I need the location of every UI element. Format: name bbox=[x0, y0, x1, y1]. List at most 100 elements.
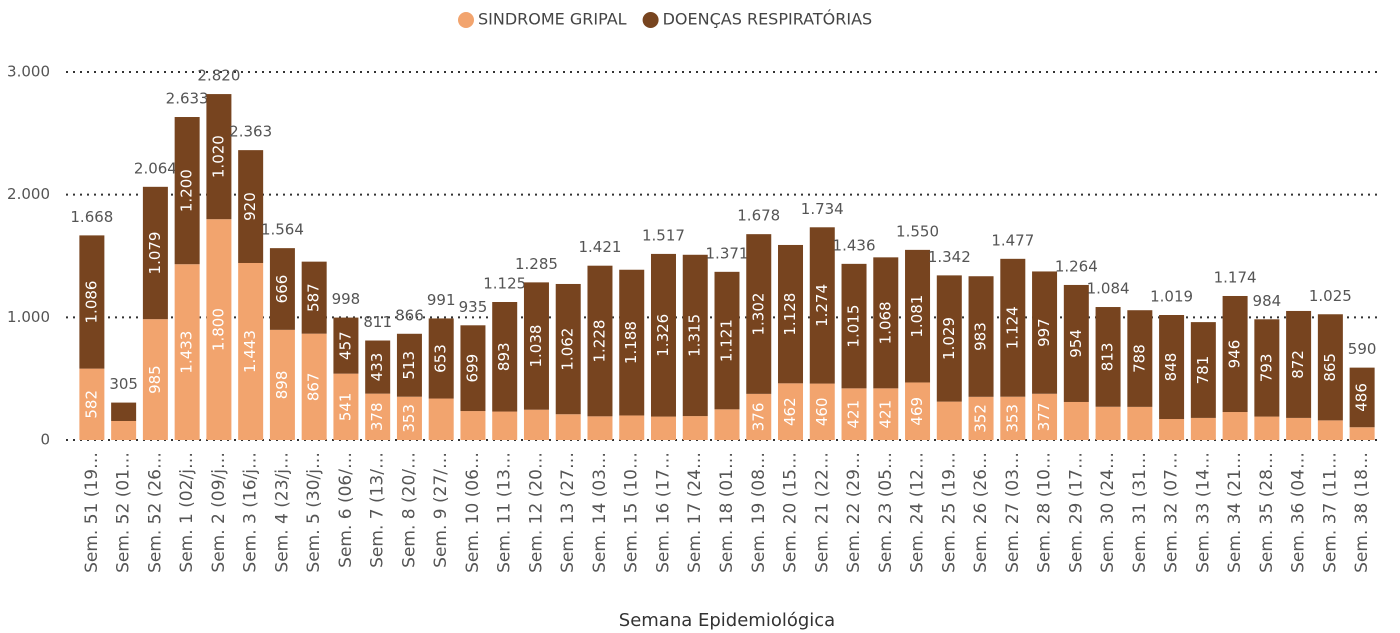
value-label: 1.433 bbox=[178, 331, 196, 374]
total-label: 811 bbox=[363, 313, 392, 331]
value-label: 1.121 bbox=[718, 319, 736, 362]
bar-segment bbox=[968, 396, 994, 440]
bar-segment bbox=[365, 340, 391, 394]
value-label: 867 bbox=[305, 373, 323, 402]
y-tick-label: 1.000 bbox=[7, 308, 50, 326]
total-label: 984 bbox=[1253, 292, 1282, 310]
bar-segment bbox=[174, 117, 200, 265]
bar-segment bbox=[206, 219, 232, 440]
value-label: 378 bbox=[368, 402, 386, 431]
x-tick-label: Sem. 38 (18… bbox=[1352, 452, 1372, 573]
x-tick-label: Sem. 20 (15… bbox=[781, 452, 801, 573]
value-label: 1.188 bbox=[622, 321, 640, 364]
total-label: 1.342 bbox=[928, 248, 971, 266]
value-label: 541 bbox=[336, 392, 354, 421]
value-label: 1.443 bbox=[241, 330, 259, 373]
total-label: 1.371 bbox=[706, 244, 749, 262]
value-label: 1.228 bbox=[590, 320, 608, 363]
total-label: 1.436 bbox=[833, 236, 876, 254]
bar-segment bbox=[269, 248, 295, 330]
bar-segment bbox=[1127, 406, 1153, 440]
value-label: 946 bbox=[1226, 340, 1244, 369]
y-tick-label: 3.000 bbox=[7, 63, 50, 81]
bar-segment bbox=[460, 325, 486, 412]
bar-segment bbox=[79, 368, 105, 440]
value-label: 352 bbox=[972, 404, 990, 433]
bar-segment bbox=[365, 393, 391, 440]
x-tick-label: Sem. 26 (26… bbox=[971, 452, 991, 573]
bar-segment bbox=[523, 282, 549, 410]
x-tick-label: Sem. 23 (05… bbox=[876, 452, 896, 573]
bar-segment bbox=[714, 271, 740, 410]
value-label: 587 bbox=[305, 283, 323, 312]
bar-segment bbox=[1317, 314, 1343, 421]
bar-segment bbox=[905, 382, 931, 440]
value-label: 920 bbox=[241, 192, 259, 221]
bar-segment bbox=[111, 402, 137, 421]
value-label: 353 bbox=[1003, 404, 1021, 433]
y-tick-label: 2.000 bbox=[7, 185, 50, 203]
total-label: 1.550 bbox=[896, 222, 939, 240]
value-label: 865 bbox=[1321, 353, 1339, 382]
bar-segment bbox=[1222, 412, 1248, 440]
bar-segment bbox=[936, 401, 962, 440]
x-tick-label: Sem. 7 (13/… bbox=[368, 452, 388, 568]
x-tick-label: Sem. 18 (01… bbox=[717, 452, 737, 573]
bar-segment bbox=[1254, 319, 1280, 417]
x-tick-label: Sem. 8 (20/… bbox=[399, 452, 419, 568]
x-tick-label: Sem. 6 (06/… bbox=[336, 452, 356, 568]
value-label: 793 bbox=[1257, 354, 1275, 383]
bar-segment bbox=[301, 261, 327, 334]
x-tick-label: Sem. 9 (27/… bbox=[431, 452, 451, 568]
bar-segment bbox=[619, 415, 645, 440]
value-label: 1.086 bbox=[82, 281, 100, 324]
total-label: 2.820 bbox=[197, 67, 240, 85]
value-label: 1.302 bbox=[749, 293, 767, 336]
total-label: 1.734 bbox=[801, 200, 844, 218]
value-label: 872 bbox=[1289, 350, 1307, 379]
total-label: 305 bbox=[109, 375, 138, 393]
x-tick-label: Sem. 30 (24… bbox=[1098, 452, 1118, 573]
bar-segment bbox=[936, 275, 962, 402]
total-label: 1.421 bbox=[578, 238, 621, 256]
total-label: 1.084 bbox=[1087, 280, 1130, 298]
legend-marker bbox=[642, 12, 659, 28]
value-label: 1.015 bbox=[845, 305, 863, 348]
bar-segment bbox=[1190, 417, 1216, 440]
total-label: 1.477 bbox=[991, 231, 1034, 249]
value-label: 1.800 bbox=[209, 308, 227, 351]
x-tick-label: Sem. 15 (10… bbox=[622, 452, 642, 573]
bar-segment bbox=[650, 253, 676, 417]
bar-segment bbox=[1349, 427, 1375, 440]
bar-segment bbox=[1222, 295, 1248, 413]
total-label: 998 bbox=[332, 290, 361, 308]
value-label: 376 bbox=[749, 403, 767, 432]
total-label: 1.125 bbox=[483, 275, 526, 293]
bar-segment bbox=[111, 420, 137, 440]
bar-segment bbox=[1000, 396, 1026, 440]
value-label: 1.315 bbox=[686, 314, 704, 357]
bar-segment bbox=[1286, 417, 1312, 440]
bar-segment bbox=[333, 373, 359, 440]
value-label: 1.274 bbox=[813, 284, 831, 327]
bar-segment bbox=[1254, 416, 1280, 440]
bar-segment bbox=[1032, 271, 1058, 394]
total-label: 1.564 bbox=[261, 221, 304, 239]
total-label: 991 bbox=[427, 291, 456, 309]
bar-segment bbox=[778, 383, 804, 440]
total-label: 2.633 bbox=[166, 90, 209, 108]
x-tick-label: Sem. 19 (08… bbox=[749, 452, 769, 573]
total-label: 866 bbox=[395, 306, 424, 324]
value-label: 1.200 bbox=[178, 169, 196, 212]
x-tick-label: Sem. 12 (20… bbox=[526, 452, 546, 573]
bar-segment bbox=[619, 269, 645, 416]
bar-segment bbox=[79, 235, 105, 369]
value-label: 1.079 bbox=[146, 232, 164, 275]
total-label: 2.363 bbox=[229, 123, 272, 141]
y-tick-label: 0 bbox=[40, 431, 50, 449]
bar-segment bbox=[428, 318, 454, 399]
value-label: 1.020 bbox=[209, 135, 227, 178]
x-tick-label: Sem. 32 (07… bbox=[1162, 452, 1182, 573]
bar-segment bbox=[333, 317, 359, 374]
legend-marker bbox=[458, 12, 474, 28]
